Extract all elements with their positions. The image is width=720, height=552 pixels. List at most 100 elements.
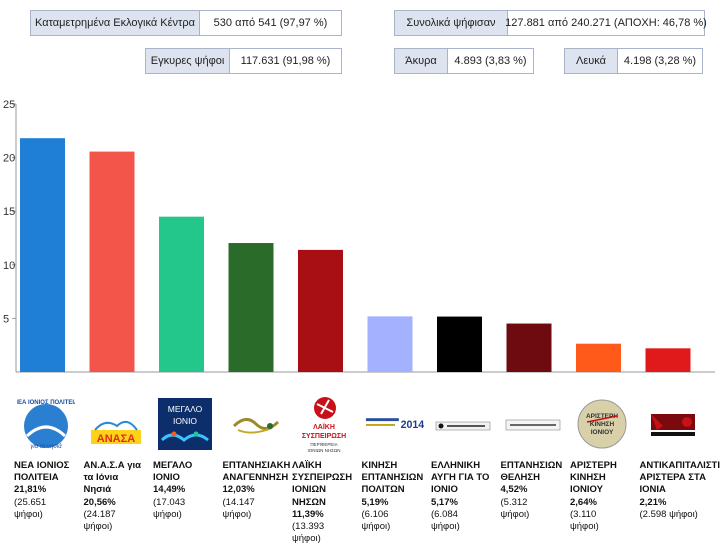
party-percentage: 21,81% [14,484,47,496]
svg-text:ΛΑΪΚΗ: ΛΑΪΚΗ [313,423,335,431]
blank-votes-label: Λευκά [564,48,618,74]
counted-centers-label: Καταμετρημένα Εκλογικά Κέντρα [30,10,200,36]
svg-text:ΙΟΝΙΟΥ: ΙΟΝΙΟΥ [591,429,614,436]
party-votes: (3.110 ψήφοι) [570,508,599,533]
party-text: ΝΕΑ ΙΟΝΙΟΣ ΠΟΛΙΤΕΙΑ 21,81% (25.651 ψήφοι) [14,460,84,521]
party-votes: (6.084 ψήφοι) [431,508,460,533]
svg-text:για τα νησιά: για τα νησιά [30,444,62,450]
bar-9 [576,343,621,372]
party-votes: (6.106 ψήφοι) [361,508,391,533]
total-voted-label: Συνολικά ψήφισαν [394,10,508,36]
y-tick-label-15: 15 [3,206,15,218]
svg-text:ΜΕΓΑΛΟ: ΜΕΓΑΛΟ [168,404,203,414]
nea-ionios-politeia-logo: ΝΕΑ ΙΟΝΙΟΣ ΠΟΛΙΤΕΙΑ για τα νησιά [16,396,76,452]
eptanisiaki-anagennisi-logo [225,396,285,452]
bar-2 [89,151,135,372]
party-percentage: 4,52% [500,484,528,496]
party-name: ΕΠΤΑΝΗΣΙΑΚΗ ΑΝΑΓΕΝΝΗΣΗ [222,460,291,484]
svg-text:ΝΕΑ ΙΟΝΙΟΣ ΠΟΛΙΤΕΙΑ: ΝΕΑ ΙΟΝΙΟΣ ΠΟΛΙΤΕΙΑ [17,400,75,406]
party-votes: (25.651 ψήφοι) [14,496,47,520]
party-percentage: 2,21% [639,496,667,508]
svg-text:ΑΝΑΣΑ: ΑΝΑΣΑ [96,433,134,445]
party-entry: ΕΠΤΑΝΗΣΙΩΝ ΘΕΛΗΣΗ 4,52% (5.312 ψήφοι) [501,392,569,552]
party-percentage: 12,03% [222,484,255,496]
party-percentage: 20,56% [83,496,116,508]
party-votes: (24.187 ψήφοι) [83,508,116,533]
party-entry: ΑΡΙΣΤΕΡΗ ΚΙΝΗΣΗ ΙΟΝΙΟΥ ΑΡΙΣΤΕΡΗ ΚΙΝΗΣΗ ΙΟΝΙ… [570,392,638,552]
valid-votes-box: Εγκυρες ψήφοι 117.631 (91,98 %) [145,48,342,74]
y-tick-label-10: 10 [3,260,15,272]
bar-1 [20,138,65,372]
party-name: ΑΝ.Α.Σ.Α για τα Ιόνια Νησιά [83,460,141,496]
party-entry: ΛΑΪΚΗ ΣΥΣΠΕΙΡΩΣΗ ΠΕΡΙΦΕΡΕΙΑ ΙΟΝΙΩΝ ΝΗΣΩΝ ΛΑΪ… [292,392,360,552]
counted-centers-box: Καταμετρημένα Εκλογικά Κέντρα 530 από 54… [30,10,342,36]
party-entry: 2014 ΚΙΝΗΣΗ ΕΠΤΑΝΗΣΙΩΝ ΠΟΛΙΤΩΝ 5,19% (6.106… [362,392,430,552]
party-votes: (2.598 ψήφοι) [639,508,698,520]
valid-votes-label: Εγκυρες ψήφοι [145,48,230,74]
party-text: ΑΝΤΙΚΑΠΙΤΑΛΙΣΤΙΚΗ ΑΡΙΣΤΕΡΑ ΣΤΑ ΙΟΝΙΑ2,21… [639,460,720,521]
party-entry: ΕΠΤΑΝΗΣΙΑΚΗ ΑΝΑΓΕΝΝΗΣΗ 12,03% (14.147 ψήφο… [223,392,291,552]
bar-7 [437,316,482,372]
invalid-votes-label: Άκυρα [394,48,448,74]
party-name: ΚΙΝΗΣΗ ΕΠΤΑΝΗΣΙΩΝ ΠΟΛΙΤΩΝ [361,460,424,496]
party-text: ΕΛΛΗΝΙΚΗ ΑΥΓΗ ΓΙΑ ΤΟ ΙΟΝΙΟ 5,17% (6.084 ψή… [431,460,501,533]
chart-y-ticks: 5 10 15 20 25 [3,99,16,325]
party-percentage: 11,39% [292,508,324,520]
party-votes: (13.393 ψήφοι) [292,521,325,545]
anasa-logo: ΑΝΑΣΑ [86,396,146,452]
party-text: ΚΙΝΗΣΗ ΕΠΤΑΝΗΣΙΩΝ ΠΟΛΙΤΩΝ 5,19% (6.106 ψήφ… [362,460,432,533]
party-name: ΛΑΪΚΗ ΣΥΣΠΕΙΡΩΣΗ ΙΟΝΙΩΝ ΝΗΣΩΝ [292,460,353,508]
party-text: ΜΕΓΑΛΟ ΙΟΝΙΟ 14,49% (17.043 ψήφοι) [153,460,223,521]
kinisi-eptanision-politon-logo: 2014 [364,396,424,452]
party-name: ΕΠΤΑΝΗΣΙΩΝ ΘΕΛΗΣΗ [500,460,563,484]
eptanision-thelisi-logo [503,396,563,452]
blank-votes-value: 4.198 (3,28 %) [618,48,703,74]
chart-bars [20,138,691,372]
antikapitalistiki-logo [642,396,702,452]
invalid-votes-value: 4.893 (3,83 %) [448,48,534,74]
laiki-syspeirosi-logo: ΛΑΪΚΗ ΣΥΣΠΕΙΡΩΣΗ ΠΕΡΙΦΕΡΕΙΑ ΙΟΝΙΩΝ ΝΗΣΩΝ [294,396,354,453]
party-text: ΕΠΤΑΝΗΣΙΑΚΗ ΑΝΑΓΕΝΝΗΣΗ 12,03% (14.147 ψήφο… [223,460,293,521]
party-text: ΑΡΙΣΤΕΡΗ ΚΙΝΗΣΗ ΙΟΝΙΟΥ 2,64% (3.110 ψήφοι) [570,460,640,533]
party-percentage: 5,19% [361,496,389,508]
aristeri-kinisi-logo: ΑΡΙΣΤΕΡΗ ΚΙΝΗΣΗ ΙΟΝΙΟΥ [572,396,632,452]
svg-text:ΚΙΝΗΣΗ: ΚΙΝΗΣΗ [590,421,615,428]
party-entry: ΑΝΤΙΚΑΠΙΤΑΛΙΣΤΙΚΗ ΑΡΙΣΤΕΡΑ ΣΤΑ ΙΟΝΙΑ2,21… [639,392,720,552]
party-name: ΑΡΙΣΤΕΡΗ ΚΙΝΗΣΗ ΙΟΝΙΟΥ [570,460,617,496]
party-votes: (5.312 ψήφοι) [500,496,530,520]
invalid-votes-box: Άκυρα 4.893 (3,83 %) [394,48,534,74]
party-name: ΕΛΛΗΝΙΚΗ ΑΥΓΗ ΓΙΑ ΤΟ ΙΟΝΙΟ [431,460,490,496]
party-text: ΛΑΪΚΗ ΣΥΣΠΕΙΡΩΣΗ ΙΟΝΙΩΝ ΝΗΣΩΝ 11,39% (13.3… [292,460,362,545]
party-name: ΝΕΑ ΙΟΝΙΟΣ ΠΟΛΙΤΕΙΑ [14,460,70,484]
svg-text:ΠΕΡΙΦΕΡΕΙΑ: ΠΕΡΙΦΕΡΕΙΑ [310,442,337,447]
bar-8 [506,323,552,372]
party-entry: ΑΝΑΣΑ ΑΝ.Α.Σ.Α για τα Ιόνια Νησιά 20,56% (2… [84,392,152,552]
party-percentage: 2,64% [570,496,597,508]
party-name: ΑΝΤΙΚΑΠΙΤΑΛΙΣΤΙΚΗ ΑΡΙΣΤΕΡΑ ΣΤΑ ΙΟΝΙΑ [639,460,720,496]
party-percentage: 14,49% [153,484,186,496]
megalo-ionio-logo: ΜΕΓΑΛΟ ΙΟΝΙΟ [155,396,215,452]
party-entry: ΜΕΓΑΛΟ ΙΟΝΙΟ ΜΕΓΑΛΟ ΙΟΝΙΟ 14,49% (17.043 ψήφ… [153,392,221,552]
svg-text:ΙΟΝΙΟ: ΙΟΝΙΟ [173,416,197,426]
blank-votes-box: Λευκά 4.198 (3,28 %) [564,48,703,74]
party-votes: (14.147 ψήφοι) [222,496,255,520]
total-voted-value: 127.881 από 240.271 (ΑΠΟΧΗ: 46,78 %) [505,10,707,36]
y-tick-label-25: 25 [3,99,15,111]
bar-5 [298,249,343,372]
party-percentage: 5,17% [431,496,458,508]
party-name: ΜΕΓΑΛΟ ΙΟΝΙΟ [153,460,193,484]
counted-centers-value: 530 από 541 (97,97 %) [200,10,342,36]
y-tick-label-20: 20 [3,153,15,165]
party-text: ΑΝ.Α.Σ.Α για τα Ιόνια Νησιά 20,56% (24.187… [84,460,154,533]
total-voted-box: Συνολικά ψήφισαν 127.881 από 240.271 (ΑΠ… [394,10,707,36]
elliniki-avgi-logo [433,396,493,452]
party-text: ΕΠΤΑΝΗΣΙΩΝ ΘΕΛΗΣΗ 4,52% (5.312 ψήφοι) [501,460,571,521]
bar-4 [228,243,274,372]
svg-text:ΙΟΝΙΩΝ ΝΗΣΩΝ: ΙΟΝΙΩΝ ΝΗΣΩΝ [307,448,340,453]
party-votes: (17.043 ψήφοι) [153,496,186,520]
results-bar-chart: 5 10 15 20 25 [3,99,715,373]
svg-text:ΣΥΣΠΕΙΡΩΣΗ: ΣΥΣΠΕΙΡΩΣΗ [302,433,346,440]
bar-6 [367,316,413,372]
